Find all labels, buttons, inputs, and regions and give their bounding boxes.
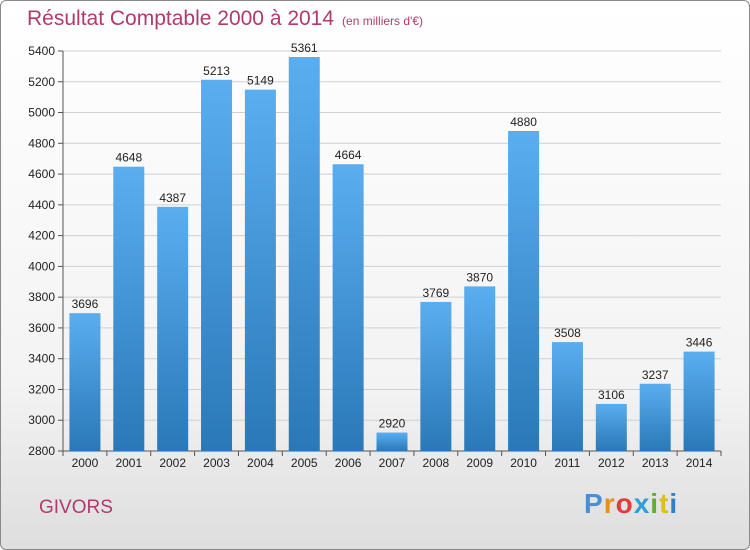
bar-2013 bbox=[639, 383, 671, 451]
value-label-2002: 4387 bbox=[159, 191, 186, 205]
x-tick-label-2014: 2014 bbox=[686, 456, 713, 470]
bar-2000 bbox=[69, 313, 101, 451]
x-tick-label-2002: 2002 bbox=[159, 456, 186, 470]
value-label-2014: 3446 bbox=[686, 336, 713, 350]
x-tick-label-2007: 2007 bbox=[379, 456, 406, 470]
y-tick-label: 5400 bbox=[28, 44, 55, 58]
proxiti-logo[interactable]: Proxiti bbox=[584, 488, 678, 520]
logo-letter: x bbox=[633, 488, 651, 519]
y-tick-label: 5000 bbox=[28, 106, 55, 120]
y-tick-label: 4400 bbox=[28, 198, 55, 212]
bar-2014 bbox=[683, 351, 715, 451]
bar-2010 bbox=[508, 131, 540, 451]
y-tick-label: 2800 bbox=[28, 444, 55, 458]
value-label-2009: 3870 bbox=[466, 270, 493, 284]
y-tick-label: 4200 bbox=[28, 229, 55, 243]
y-tick-label: 3800 bbox=[28, 290, 55, 304]
logo-letter: P bbox=[584, 488, 604, 519]
y-tick-label: 3200 bbox=[28, 382, 55, 396]
x-tick-label-2008: 2008 bbox=[423, 456, 450, 470]
value-label-2010: 4880 bbox=[510, 115, 537, 129]
value-label-2008: 3769 bbox=[423, 286, 450, 300]
x-tick-label-2004: 2004 bbox=[247, 456, 274, 470]
chart-title: Résultat Comptable 2000 à 2014 (en millie… bbox=[27, 7, 423, 31]
value-label-2007: 2920 bbox=[379, 417, 406, 431]
value-label-2000: 3696 bbox=[72, 297, 99, 311]
logo-letter: t bbox=[659, 488, 670, 519]
value-label-2012: 3106 bbox=[598, 388, 625, 402]
x-tick-label-2012: 2012 bbox=[598, 456, 625, 470]
value-label-2013: 3237 bbox=[642, 368, 669, 382]
y-tick-label: 4600 bbox=[28, 167, 55, 181]
x-tick-label-2006: 2006 bbox=[335, 456, 362, 470]
logo-letter: r bbox=[603, 488, 616, 519]
logo-letter: i bbox=[650, 488, 660, 519]
logo-letter: i bbox=[669, 488, 679, 519]
bar-2007 bbox=[376, 432, 408, 451]
x-tick-label-2013: 2013 bbox=[642, 456, 669, 470]
x-tick-label-2005: 2005 bbox=[291, 456, 318, 470]
bar-2005 bbox=[288, 57, 320, 451]
bar-2009 bbox=[464, 286, 496, 451]
x-tick-label-2001: 2001 bbox=[115, 456, 142, 470]
bar-2008 bbox=[420, 301, 452, 451]
x-tick-label-2009: 2009 bbox=[466, 456, 493, 470]
value-label-2005: 5361 bbox=[291, 41, 318, 55]
bar-2002 bbox=[157, 206, 189, 451]
y-tick-label: 4000 bbox=[28, 259, 55, 273]
value-label-2006: 4664 bbox=[335, 148, 362, 162]
title-text: Résultat Comptable 2000 à 2014 bbox=[27, 7, 335, 30]
logo-letter: o bbox=[615, 488, 634, 519]
x-tick-label-2011: 2011 bbox=[555, 456, 581, 470]
y-tick-label: 5200 bbox=[28, 75, 55, 89]
bar-2011 bbox=[551, 342, 583, 451]
value-label-2004: 5149 bbox=[247, 74, 274, 88]
value-label-2011: 3508 bbox=[554, 326, 581, 340]
y-tick-label: 3600 bbox=[28, 321, 55, 335]
bar-2004 bbox=[244, 89, 276, 451]
x-tick-label-2003: 2003 bbox=[203, 456, 230, 470]
x-tick-label-2010: 2010 bbox=[510, 456, 537, 470]
bar-2003 bbox=[201, 79, 233, 452]
bar-2006 bbox=[332, 164, 364, 451]
y-tick-label: 3400 bbox=[28, 352, 55, 366]
x-tick-label-2000: 2000 bbox=[72, 456, 99, 470]
y-tick-label: 4800 bbox=[28, 136, 55, 150]
bar-2012 bbox=[595, 403, 627, 451]
bar-2001 bbox=[113, 166, 145, 451]
y-tick-label: 3000 bbox=[28, 413, 55, 427]
value-labels: 3696 4648 4387 5213 5149 5361 4664 2920 3769 3870… bbox=[72, 41, 713, 431]
value-label-2003: 5213 bbox=[203, 64, 230, 78]
subtitle-text: (en milliers d'€) bbox=[342, 14, 424, 28]
city-name: GIVORS bbox=[39, 497, 113, 518]
bars bbox=[69, 57, 715, 452]
value-label-2001: 4648 bbox=[115, 151, 142, 165]
